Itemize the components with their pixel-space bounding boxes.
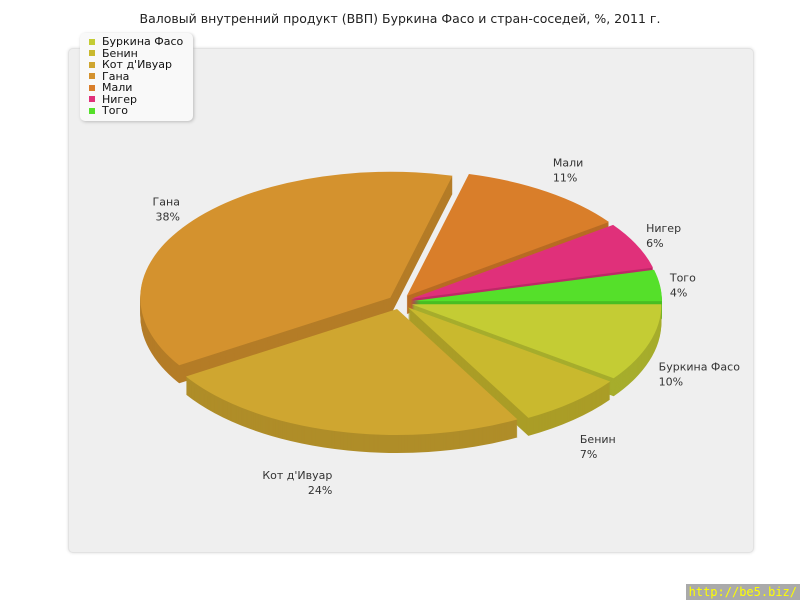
pie-slice[interactable]	[407, 307, 611, 418]
pie-slice[interactable]	[406, 174, 609, 297]
legend-item[interactable]: Мали	[80, 81, 193, 95]
legend-swatch	[89, 96, 95, 103]
slice-label: Буркина Фасо 10%	[659, 361, 741, 389]
legend-item[interactable]: Гана	[80, 69, 193, 83]
pie-slice[interactable]	[140, 171, 453, 366]
pie-slice[interactable]	[411, 304, 662, 379]
legend: Буркина Фасо Бенин Кот д'Ивуар Гана Мали Ниге…	[80, 33, 193, 121]
legend-label: Бенин	[102, 46, 138, 60]
legend-label: Нигер	[102, 92, 137, 106]
legend-item[interactable]: Бенин	[80, 46, 193, 60]
legend-swatch	[89, 38, 95, 45]
legend-label: Гана	[102, 69, 130, 83]
slice-label: Бенин 7%	[580, 433, 616, 461]
legend-swatch	[89, 50, 95, 57]
legend-swatch	[89, 73, 95, 80]
legend-label: Мали	[102, 81, 133, 95]
pie-slice[interactable]	[410, 224, 654, 299]
legend-swatch	[89, 84, 95, 91]
watermark[interactable]: http://be5.biz/	[685, 584, 800, 600]
pie-slice[interactable]	[411, 269, 662, 302]
slice-label: Мали 11%	[553, 156, 583, 184]
legend-swatch	[89, 107, 95, 114]
legend-swatch	[89, 61, 95, 68]
legend-item[interactable]: Нигер	[80, 92, 193, 106]
legend-item[interactable]: Того	[80, 104, 193, 118]
legend-label: Того	[102, 104, 128, 118]
slice-label: Кот д'Ивуар 24%	[262, 469, 332, 497]
slice-label: Гана 38%	[153, 196, 180, 224]
chart-title: Валовый внутренний продукт (ВВП) Буркина…	[139, 11, 661, 26]
legend-label: Буркина Фасо	[102, 35, 184, 49]
pie-slice[interactable]	[185, 308, 518, 435]
slice-label: Того 4%	[669, 271, 696, 299]
legend-item[interactable]: Буркина Фасо	[80, 35, 193, 49]
slice-label: Нигер 6%	[646, 222, 681, 250]
legend-label: Кот д'Ивуар	[102, 58, 173, 72]
legend-item[interactable]: Кот д'Ивуар	[80, 58, 193, 72]
